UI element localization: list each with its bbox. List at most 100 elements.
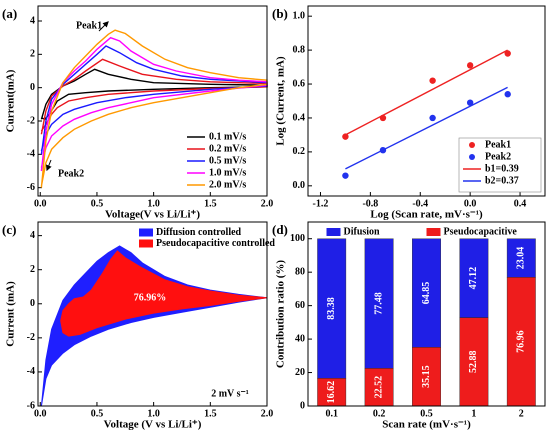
x-tick-label: 0.4 xyxy=(514,198,527,209)
legend-label: Peak2 xyxy=(485,151,511,162)
bar-segment xyxy=(317,238,347,379)
x-tick-label: 0.5 xyxy=(91,198,104,209)
x-tick-label: 0.0 xyxy=(34,198,47,209)
x-axis-label: Voltage(V vs Li/Li⁺) xyxy=(105,209,200,221)
x-tick-label: 0.2 xyxy=(373,408,386,419)
y-axis-label: Contribution ratio (%) xyxy=(275,260,287,369)
x-tick-label: -1.2 xyxy=(313,198,329,209)
legend-swatch xyxy=(426,228,441,236)
x-tick-label: 1.0 xyxy=(147,408,160,419)
legend-swatch xyxy=(139,228,153,237)
x-tick-label: 0.5 xyxy=(420,408,433,419)
panel-label: (c) xyxy=(2,222,16,237)
bar-segment xyxy=(459,317,489,407)
value-label: 77.48 xyxy=(373,292,384,315)
legend-swatch xyxy=(469,142,475,148)
y-axis-label: Current (mA) xyxy=(5,281,17,347)
panel: 0.0 0.2 0.4 0.6 0.8 1.0 -1.2 -0.8 -0.4 0.0 0.4 Log … xyxy=(272,5,546,221)
y-tick-label: 0.2 xyxy=(293,146,306,157)
y-tick-label: 4 xyxy=(30,230,35,241)
bar-segment xyxy=(506,238,536,278)
annotation: Peak1 xyxy=(76,20,102,31)
legend-swatch xyxy=(326,228,341,236)
x-tick-label: -0.4 xyxy=(412,198,428,209)
bar-segment xyxy=(412,238,441,348)
annotation-arrow xyxy=(45,159,52,172)
y-axis-label: Current(mA) xyxy=(5,69,17,132)
cv-curve xyxy=(40,58,268,135)
y-tick-label: 0.0 xyxy=(293,180,306,191)
y-tick-label: -6 xyxy=(27,400,35,411)
cv-curve xyxy=(40,29,268,188)
legend-swatch xyxy=(139,239,153,248)
value-label: 35.15 xyxy=(421,365,432,388)
legend-label: Difusion xyxy=(344,226,381,237)
area-region xyxy=(60,250,268,337)
y-axis-label: Log (Current, mA) xyxy=(275,56,287,146)
bar-segment xyxy=(459,238,489,318)
y-tick-label: -2 xyxy=(27,115,35,126)
y-tick-label: 0.8 xyxy=(293,44,306,55)
legend-label: 0.2 mV/s xyxy=(209,143,246,154)
y-tick-label: -4 xyxy=(27,366,35,377)
value-label: 52.88 xyxy=(468,351,479,374)
data-point xyxy=(504,50,511,57)
x-tick-label: 1.5 xyxy=(204,408,217,419)
y-tick-label: -2 xyxy=(27,332,35,343)
legend-label: 1.0 mV/s xyxy=(209,167,246,178)
x-tick-label: 2.0 xyxy=(261,198,274,209)
bar-segment xyxy=(364,368,394,407)
x-tick-label: 0.5 xyxy=(91,408,104,419)
y-tick-label: 0 xyxy=(30,82,35,93)
x-tick-label: -0.8 xyxy=(362,198,378,209)
y-tick-label: 4 xyxy=(30,15,35,26)
y-tick-label: -6 xyxy=(27,182,35,193)
y-tick-label: 2 xyxy=(30,49,35,60)
x-axis-label: Log (Scan rate, mV·s⁻¹) xyxy=(370,209,483,221)
y-tick-label: 1.0 xyxy=(293,10,306,21)
data-point xyxy=(379,146,387,154)
cv-curve xyxy=(40,68,268,121)
bar-segment xyxy=(506,277,536,407)
data-point xyxy=(342,172,349,179)
plot-frame xyxy=(37,221,268,407)
y-tick-label: 100 xyxy=(290,233,305,244)
value-label: 22.52 xyxy=(373,376,384,399)
value-label: 83.38 xyxy=(326,297,337,320)
legend-label: Peak1 xyxy=(485,139,511,150)
y-tick-label: 80 xyxy=(295,266,305,277)
annotation: 2 mV s⁻¹ xyxy=(211,388,249,399)
fit-line xyxy=(345,86,508,170)
value-label: 76.96 xyxy=(516,330,527,353)
x-tick-label: 1.0 xyxy=(147,198,160,209)
annotation-arrow xyxy=(98,21,109,32)
y-tick-label: 0.6 xyxy=(293,78,306,89)
value-label: 23.04 xyxy=(516,247,527,270)
x-tick-label: 2 xyxy=(519,408,524,419)
plot-frame xyxy=(307,221,546,407)
legend-label: Diffusion controlled xyxy=(156,227,242,238)
plot-frame xyxy=(37,5,268,197)
data-point xyxy=(342,133,349,140)
data-point xyxy=(466,99,474,106)
legend-label: 0.5 mV/s xyxy=(209,155,246,166)
bar-segment xyxy=(412,347,441,407)
cv-curve xyxy=(40,45,268,155)
y-tick-label: 2 xyxy=(30,264,35,275)
legend-label: Pseudocapacitive xyxy=(444,226,518,237)
panel-label: (a) xyxy=(2,6,17,21)
panel: 0 20 40 60 80 100 Scan rate (mV·s⁻¹) Contributi… xyxy=(272,221,546,431)
value-label: 16.62 xyxy=(326,381,337,404)
legend-swatch xyxy=(469,154,475,160)
y-tick-label: 0 xyxy=(300,400,305,411)
bar-segment xyxy=(317,377,347,407)
x-tick-label: 1.5 xyxy=(204,198,217,209)
data-point xyxy=(379,114,387,122)
panel: -6 -4 -2 0 2 4 0.0 0.5 1.0 1.5 2.0 Voltage (V vs Li… xyxy=(2,221,275,431)
value-label: 47.12 xyxy=(468,267,479,290)
fit-line xyxy=(345,49,508,136)
plot-frame xyxy=(307,5,546,197)
y-tick-label: 0 xyxy=(30,298,35,309)
legend-label: 0.1 mV/s xyxy=(209,131,246,142)
